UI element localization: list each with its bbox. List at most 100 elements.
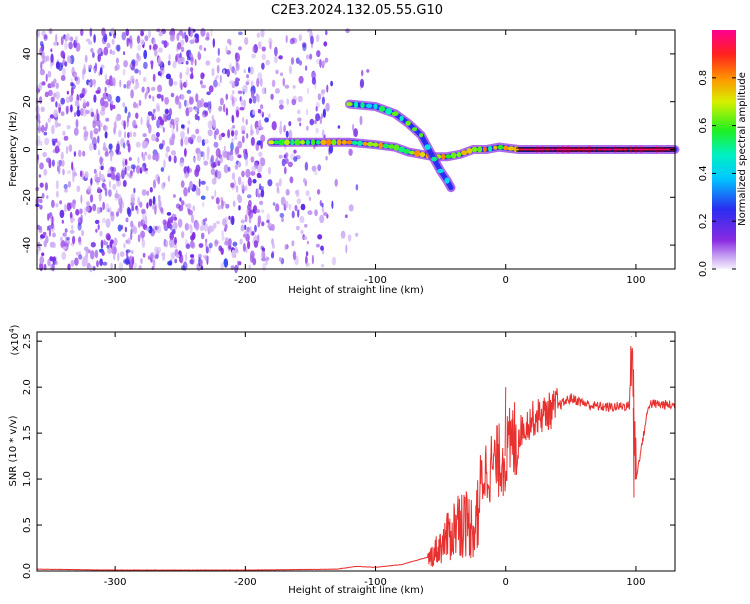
spectrogram-noise-cell (225, 107, 229, 116)
spectrogram-noise-cell (240, 224, 245, 232)
spectrogram-noise-cell (199, 259, 203, 267)
spectrogram-noise-cell (186, 100, 189, 107)
spectrogram-noise-cell (240, 125, 246, 132)
spectrogram-noise-cell (221, 236, 225, 241)
spectrogram-noise-cell (211, 114, 215, 124)
spectrogram-noise-cell (99, 156, 103, 165)
spectrogram-noise-cell (314, 171, 318, 175)
spectrogram-noise-cell (248, 209, 254, 219)
spectrogram-noise-cell (261, 46, 266, 52)
spectrogram-noise-cell (249, 130, 254, 136)
spectrogram-noise-cell (180, 137, 184, 147)
spectrogram-noise-cell (249, 66, 254, 75)
spectrogram-noise-cell (208, 85, 214, 93)
spectrogram-noise-cell (136, 52, 140, 60)
spectrogram-noise-cell (80, 28, 84, 37)
spectrogram-noise-cell (173, 81, 178, 86)
spectrogram-noise-cell (170, 92, 175, 98)
spectrogram-noise-cell (212, 38, 215, 48)
spectrogram-noise-cell (76, 109, 81, 117)
spectrogram-noise-cell (66, 170, 72, 175)
x-tick-label: 100 (626, 275, 645, 286)
spectrogram-noise-cell (194, 168, 200, 178)
spectrogram-noise-cell (198, 178, 201, 188)
spectrogram-noise-cell (64, 61, 68, 67)
spectrogram-noise-cell (149, 44, 152, 50)
spectrogram-noise-cell (239, 106, 245, 111)
spectrogram-noise-cell (171, 253, 175, 260)
spectrogram-noise-cell (53, 78, 57, 84)
spectrogram-noise-cell (67, 181, 72, 188)
spectrogram-noise-cell (53, 41, 58, 46)
spectrogram-noise-cell (119, 79, 122, 88)
spectrogram-noise-cell (126, 260, 131, 265)
spectrogram-noise-cell (86, 201, 90, 207)
spectrogram-noise-cell (127, 208, 132, 218)
spectrogram-noise-cell (126, 132, 130, 139)
spectrogram-noise-cell (297, 117, 302, 122)
spectrogram-noise-cell (61, 61, 66, 67)
spectrogram-noise-cell (174, 117, 180, 123)
spectrogram-noise-cell (198, 243, 204, 248)
spectrogram-noise-cell (157, 176, 161, 185)
spectrogram-noise-cell (72, 71, 78, 78)
spectrogram-noise-cell (298, 34, 302, 42)
spectrogram-track-blob (461, 150, 468, 156)
spectrogram-track-blob (346, 140, 353, 145)
spectrogram-noise-cell (116, 143, 120, 153)
spectrogram-noise-cell (331, 256, 337, 266)
spectrogram-noise-cell (250, 136, 255, 146)
spectrogram-noise-cell (130, 232, 133, 241)
spectrogram-noise-cell (124, 158, 128, 166)
spectrogram-noise-cell (147, 111, 153, 116)
spectrogram-noise-cell (102, 217, 106, 224)
spectrogram-noise-cell (189, 180, 193, 190)
spectrogram-noise-cell (255, 126, 260, 135)
spectrogram-noise-cell (352, 123, 355, 132)
spectrogram-noise-cell (159, 60, 163, 67)
spectrogram-noise-cell (128, 157, 132, 161)
spectrogram-noise-cell (64, 228, 68, 233)
spectrogram-noise-cell (142, 252, 146, 258)
spectrogram-noise-cell (233, 179, 237, 189)
spectrogram-noise-cell (315, 243, 320, 248)
spectrogram-noise-cell (293, 156, 298, 162)
spectrogram-noise-cell (240, 98, 244, 107)
spectrogram-noise-cell (277, 189, 280, 195)
spectrogram-noise-cell (319, 200, 322, 207)
spectrogram-noise-cell (137, 196, 140, 206)
spectrogram-noise-cell (311, 165, 317, 172)
spectrogram-noise-cell (133, 187, 136, 194)
chart-title: C2E3.2024.132.05.55.G10 (271, 3, 443, 18)
spectrogram-noise-cell (260, 140, 263, 150)
spectrogram-noise-cell (59, 236, 63, 242)
spectrogram-noise-cell (83, 207, 87, 217)
spectrogram-noise-cell (110, 262, 113, 271)
spectrogram-noise-cell (133, 101, 137, 109)
spectrogram-noise-cell (194, 221, 200, 231)
spectrogram-noise-cell (130, 89, 134, 99)
spectrogram-track-blob (310, 139, 316, 146)
spectrogram-noise-cell (124, 166, 127, 175)
spectrogram-noise-cell (141, 239, 146, 248)
spectrogram-noise-cell (115, 57, 119, 64)
spectrogram-noise-cell (170, 139, 175, 146)
spectrogram-noise-cell (105, 79, 111, 86)
spectrogram-noise-cell (165, 73, 171, 80)
spectrogram-noise-cell (201, 28, 205, 36)
spectrogram-noise-cell (234, 129, 238, 137)
spectrogram-noise-cell (178, 218, 183, 228)
spectrogram-noise-cell (264, 117, 269, 123)
spectrogram-noise-cell (57, 160, 62, 168)
spectrogram-noise-cell (213, 79, 218, 88)
spectrogram-noise-cell (252, 257, 257, 266)
spectrogram-noise-cell (140, 30, 145, 37)
spectrogram-noise-cell (122, 102, 126, 108)
spectrogram-track-blob (378, 142, 384, 149)
spectrogram-noise-cell (94, 249, 99, 259)
spectrogram-noise-cell (337, 125, 341, 129)
spectrogram-noise-cell (93, 34, 96, 44)
colorbar-tick-label: 0.4 (698, 165, 709, 181)
spectrogram-noise-cell (93, 128, 99, 135)
